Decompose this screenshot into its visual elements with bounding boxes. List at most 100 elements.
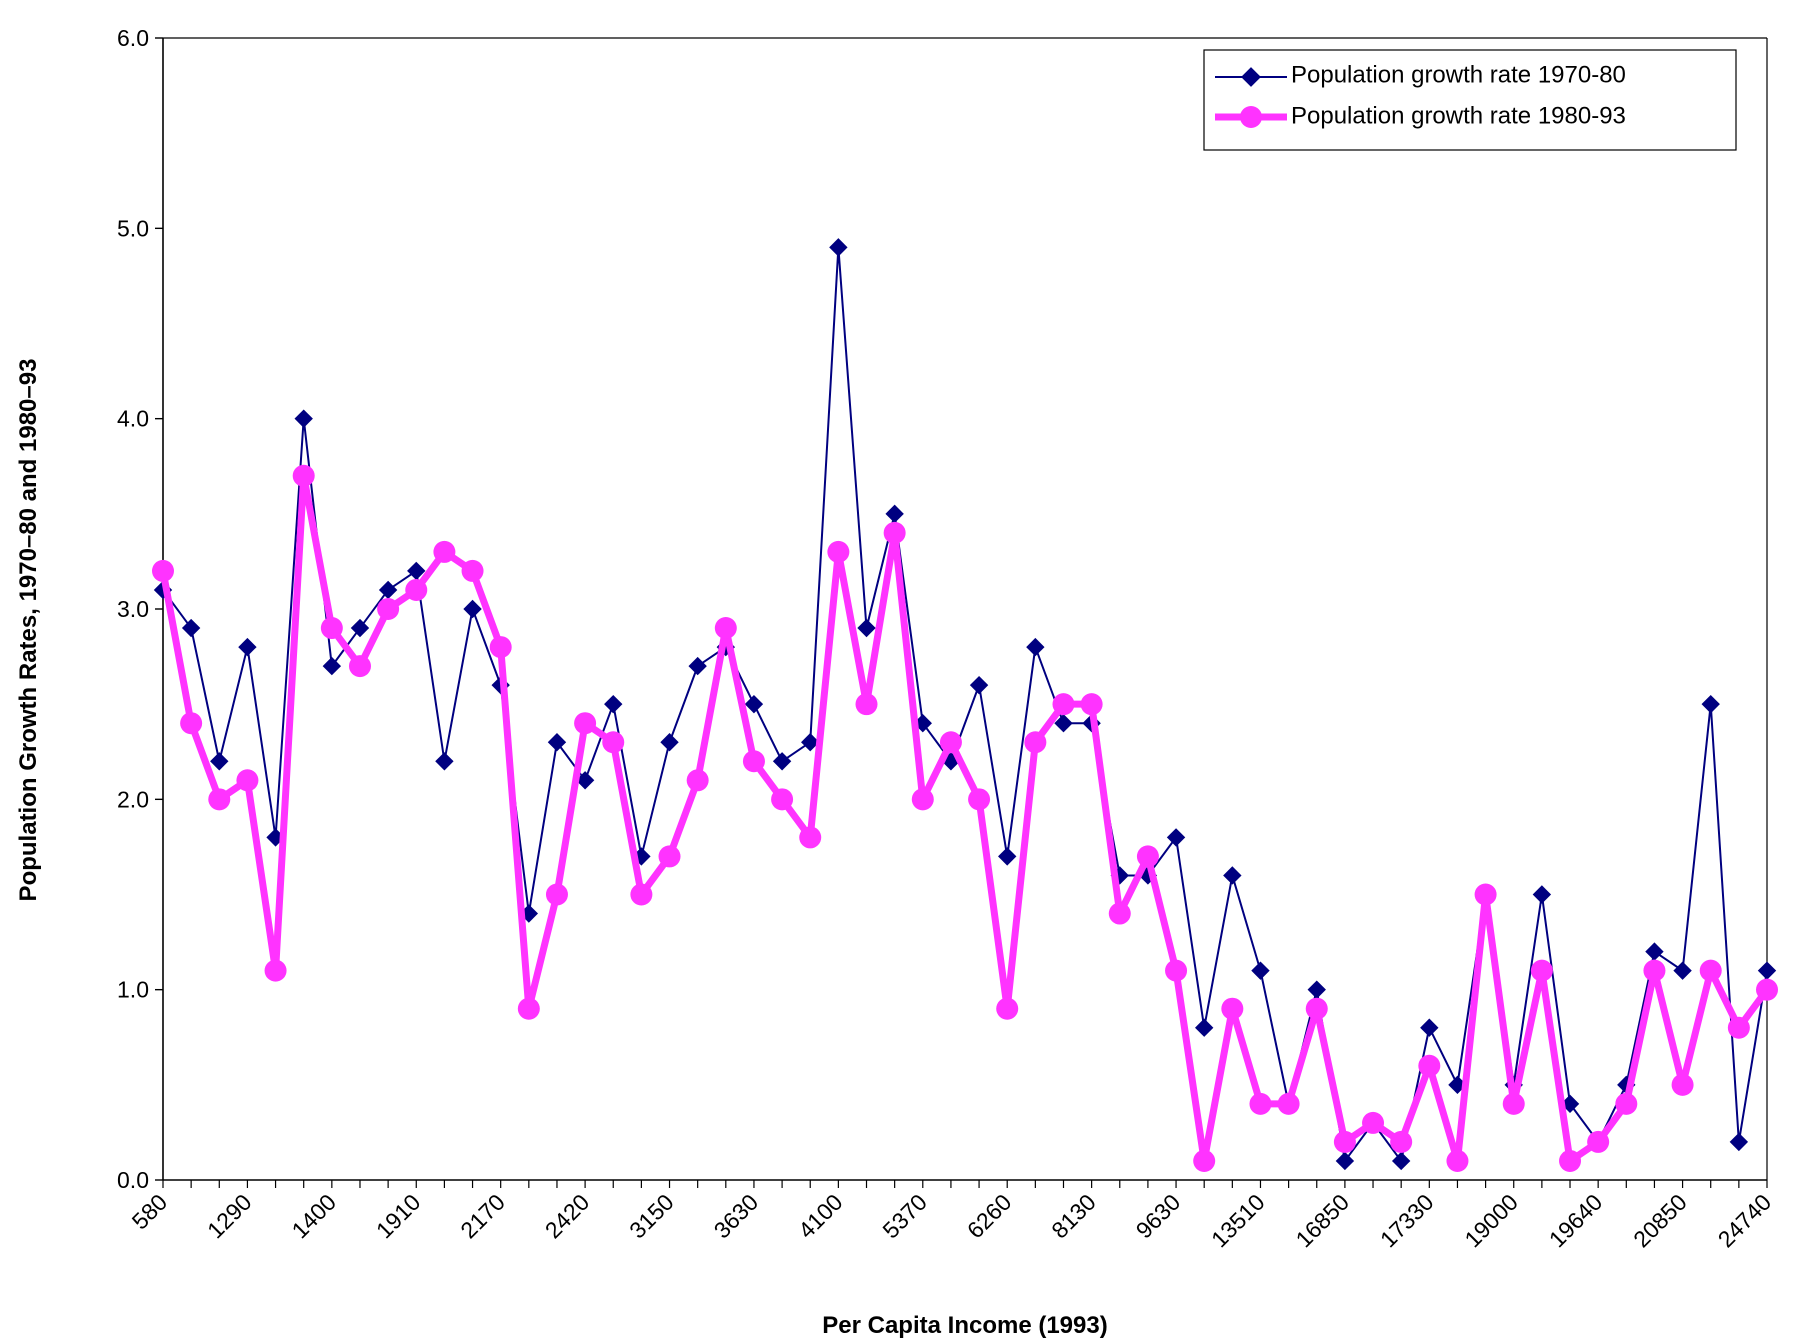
data-point-circle (602, 731, 625, 754)
data-point-diamond (350, 618, 370, 638)
y-tick-label: 2.0 (117, 786, 149, 812)
x-tick-label: 20850 (1628, 1189, 1692, 1253)
data-point-circle (996, 997, 1019, 1020)
x-tick-label: 2420 (540, 1189, 595, 1244)
data-point-diamond (1335, 1151, 1355, 1171)
y-tick-label: 3.0 (117, 596, 149, 622)
data-point-circle (1136, 845, 1159, 868)
data-point-diamond (1195, 1018, 1214, 1037)
data-point-circle (461, 559, 484, 582)
data-point-circle (968, 788, 991, 811)
data-point-circle (1587, 1130, 1610, 1153)
data-point-diamond (294, 409, 313, 428)
data-point-circle (1362, 1111, 1385, 1134)
data-point-circle (630, 883, 653, 906)
legend-box (1203, 49, 1737, 151)
data-point-diamond (1166, 828, 1186, 847)
data-point-diamond (1420, 1018, 1439, 1037)
data-point-circle (1221, 997, 1244, 1020)
data-point-diamond (744, 694, 764, 714)
x-tick-label: 3150 (624, 1189, 679, 1244)
data-point-circle (1699, 959, 1722, 982)
y-tick-label: 1.0 (117, 977, 149, 1003)
data-point-diamond (1673, 961, 1692, 980)
data-point-diamond (435, 752, 454, 771)
data-point-circle (180, 712, 203, 735)
x-tick-label: 8130 (1046, 1189, 1101, 1244)
data-point-circle (771, 788, 794, 811)
legend-label-1980-93: Population growth rate 1980-93 (1291, 102, 1626, 129)
y-tick-label: 6.0 (117, 25, 149, 51)
data-point-diamond (829, 238, 848, 257)
data-point-circle (1080, 693, 1103, 716)
data-point-diamond (998, 847, 1017, 866)
data-point-circle (1502, 1092, 1525, 1115)
data-point-circle (1249, 1092, 1272, 1115)
x-tick-label: 580 (127, 1189, 173, 1235)
data-point-circle (377, 598, 400, 620)
data-point-diamond (1532, 885, 1552, 904)
data-point-diamond (801, 733, 820, 752)
data-point-diamond (1054, 714, 1073, 733)
series-line (159, 472, 1770, 1165)
data-point-diamond (1701, 694, 1720, 714)
data-point-circle (348, 655, 371, 678)
data-point-diamond (857, 618, 876, 638)
data-point-diamond (885, 504, 904, 524)
data-point-circle (939, 731, 962, 754)
x-tick-label: 1290 (202, 1189, 257, 1244)
data-point-diamond (1307, 980, 1326, 999)
data-point-circle (517, 997, 540, 1020)
data-point-circle (1277, 1092, 1300, 1115)
data-point-circle (489, 636, 512, 659)
y-tick-label: 4.0 (117, 406, 149, 432)
data-point-circle (1418, 1054, 1441, 1077)
data-point-diamond (1223, 866, 1242, 885)
data-point-circle (1559, 1149, 1582, 1172)
x-tick-label: 4100 (793, 1189, 848, 1244)
x-tick-label: 5370 (877, 1189, 932, 1244)
legend-swatch-marker-1980-93 (1240, 106, 1262, 128)
data-point-circle (1333, 1130, 1356, 1153)
data-point-circle (236, 769, 259, 792)
data-point-diamond (1026, 637, 1045, 657)
data-point-diamond (604, 694, 623, 714)
data-point-diamond (772, 752, 792, 771)
series-1980-93 (152, 464, 1778, 1172)
data-point-circle (1671, 1073, 1694, 1096)
x-tick-label: 3630 (709, 1189, 764, 1244)
data-point-circle (264, 959, 287, 982)
data-point-circle (1390, 1130, 1413, 1153)
data-point-diamond (322, 656, 342, 676)
data-point-circle (545, 883, 568, 906)
data-point-diamond (238, 637, 257, 657)
data-point-diamond (1645, 942, 1664, 961)
x-tick-label: 17330 (1375, 1189, 1439, 1253)
data-point-circle (1727, 1016, 1750, 1039)
x-tick-label: 24740 (1713, 1189, 1777, 1253)
y-axis-title: Population Growth Rates, 1970–80 and 198… (15, 359, 42, 902)
x-tick-label: 9630 (1131, 1189, 1186, 1244)
data-point-circle (1474, 883, 1497, 906)
x-tick-label: 1910 (371, 1189, 426, 1244)
data-point-circle (1305, 997, 1328, 1020)
data-point-circle (320, 617, 343, 640)
data-point-circle (208, 788, 231, 811)
data-point-circle (574, 712, 597, 735)
data-point-circle (714, 617, 737, 640)
data-point-circle (1446, 1149, 1469, 1172)
y-tick-label: 5.0 (117, 215, 149, 241)
data-point-diamond (463, 599, 482, 619)
data-point-circle (855, 693, 878, 716)
x-tick-label: 2170 (455, 1189, 510, 1244)
data-point-diamond (969, 675, 989, 695)
data-point-circle (686, 769, 709, 792)
data-point-circle (742, 750, 765, 773)
data-point-circle (1108, 902, 1131, 925)
plot-area (163, 38, 1767, 1180)
x-tick-label: 1400 (287, 1189, 342, 1244)
x-tick-label: 13510 (1206, 1189, 1270, 1253)
data-point-diamond (575, 771, 595, 790)
x-tick-label: 6260 (962, 1189, 1017, 1244)
data-point-circle (1193, 1149, 1216, 1172)
